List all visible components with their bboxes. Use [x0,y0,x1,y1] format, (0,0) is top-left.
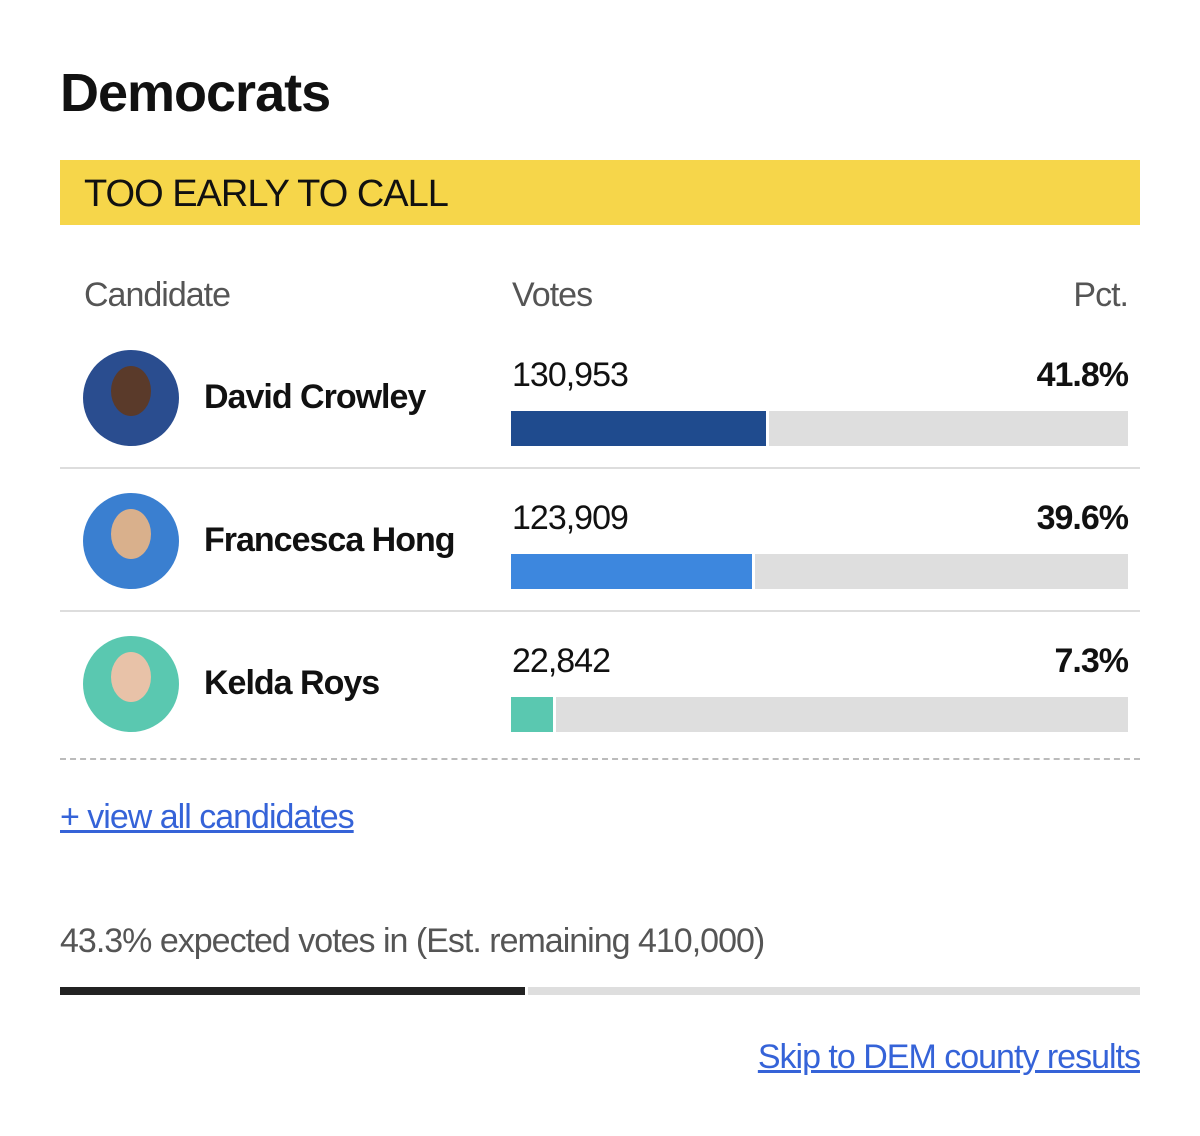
column-header: Votes [512,276,593,314]
row-separator [60,467,1140,469]
column-header: Candidate [84,276,231,314]
bar [511,411,769,446]
pct: 7.3% [1054,642,1130,680]
avatar-face [111,652,151,702]
status-text: TOO EARLY TO CALL [84,173,449,215]
county-link[interactable]: Skip to DEM county results [757,1038,1141,1076]
bar [511,554,756,589]
candidate-name: David Crowley [204,378,426,416]
votes: 123,909 [512,499,629,537]
candidate-name: Kelda Roys [204,664,380,702]
bar [511,697,557,732]
pct: 39.6% [1036,499,1129,537]
progress-bar [60,987,528,995]
votes: 22,842 [512,642,611,680]
avatar-face [111,366,151,416]
expected-votes-text: 43.3% expected votes in (Est. remaining … [60,922,765,960]
avatar [83,493,179,589]
pct: 41.8% [1036,356,1129,394]
bar-track [511,697,1128,732]
row-separator [60,610,1140,612]
candidate-name: Francesca Hong [204,521,456,559]
avatar [83,636,179,732]
title: Democrats [60,63,331,123]
view-all-link[interactable]: + view all candidates [60,798,355,836]
divider [60,758,1140,760]
avatar-face [111,509,151,559]
votes: 130,953 [512,356,629,394]
progress-track [60,987,1140,995]
status-banner [60,160,1140,225]
column-header: Pct. [1073,276,1129,314]
avatar [83,350,179,446]
